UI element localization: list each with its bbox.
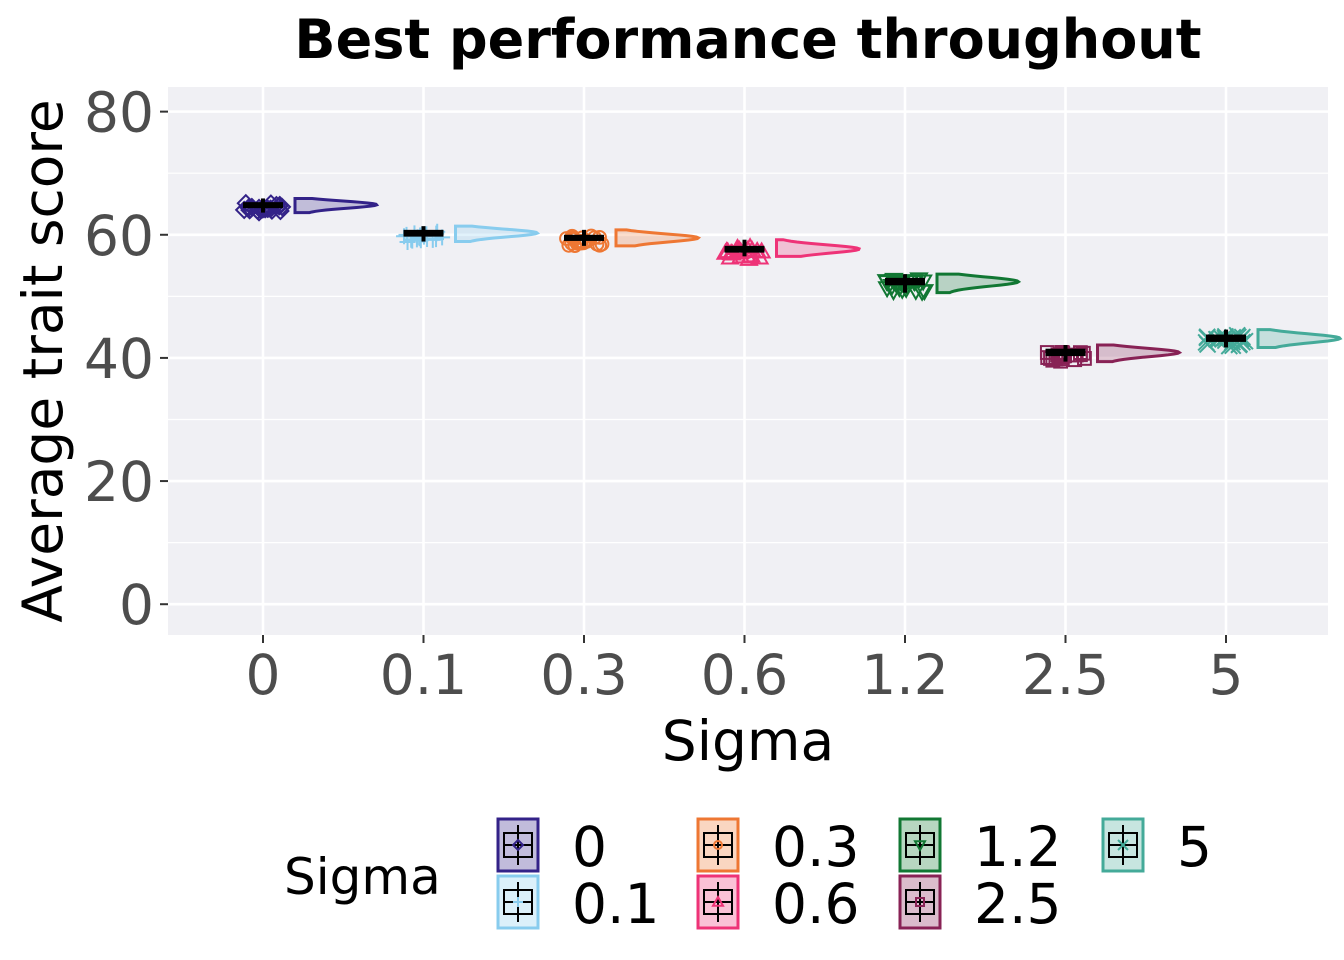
y-tick-label: 60 — [84, 204, 154, 268]
y-axis-title: Average trait score — [11, 99, 75, 622]
legend-shape-icon — [511, 838, 525, 852]
legend: Sigma 00.1 0.30.6 1.22.5 5 — [284, 815, 1212, 936]
x-tick-label: 0.3 — [540, 643, 627, 707]
y-tick-label: 20 — [84, 450, 154, 514]
violin-0 — [293, 196, 380, 215]
legend-label-0: 0 — [572, 815, 607, 879]
legend-shape-icon — [915, 897, 925, 907]
legend-item-2.5: 2.5 — [898, 872, 1061, 936]
legend-item-0.6: 0.6 — [696, 872, 859, 936]
violin-5 — [1256, 328, 1343, 349]
y-axis: 0 20 40 60 80 — [84, 81, 168, 637]
legend-title: Sigma — [284, 848, 441, 906]
x-tick-label: 0 — [246, 643, 281, 707]
legend-item-1.2: 1.2 — [898, 815, 1061, 879]
violin-0.3 — [614, 228, 702, 248]
violin-2.5 — [1096, 343, 1183, 364]
chart-marks — [234, 193, 1343, 369]
violin-0.6 — [775, 238, 862, 258]
legend-shape-icon — [513, 897, 523, 907]
x-axis: 0 0.1 0.3 0.6 1.2 2.5 5 — [246, 635, 1244, 707]
box-5 — [1206, 334, 1246, 342]
box-0 — [243, 202, 283, 209]
legend-label-0.1: 0.1 — [572, 872, 659, 936]
legend-shape-icon — [913, 840, 927, 853]
legend-label-0.6: 0.6 — [772, 872, 859, 936]
legend-item-5: 5 — [1101, 815, 1212, 879]
legend-item-0.1: 0.1 — [496, 872, 659, 936]
y-tick-label: 40 — [84, 327, 154, 391]
series-group-5 — [1197, 326, 1343, 355]
series-group-0.6 — [715, 237, 862, 266]
violin-0.1 — [454, 224, 541, 244]
chart-title: Best performance throughout — [294, 8, 1201, 71]
legend-label-0.3: 0.3 — [772, 815, 859, 879]
violin-1.2 — [935, 272, 1022, 295]
series-group-0.3 — [559, 228, 702, 254]
x-tick-label: 5 — [1209, 643, 1244, 707]
legend-item-0: 0 — [496, 815, 607, 879]
x-axis-title: Sigma — [662, 709, 834, 773]
x-tick-label: 0.1 — [380, 643, 467, 707]
box-0.3 — [564, 234, 604, 241]
series-group-1.2 — [876, 272, 1022, 302]
series-group-2.5 — [1039, 343, 1183, 369]
legend-shape-icon — [713, 840, 723, 850]
legend-shape-icon — [711, 894, 725, 907]
x-tick-label: 2.5 — [1022, 643, 1109, 707]
x-tick-label: 1.2 — [861, 643, 948, 707]
box-1.2 — [885, 277, 925, 286]
legend-shape-icon — [1117, 839, 1129, 851]
legend-label-1.2: 1.2 — [974, 815, 1061, 879]
box-0.6 — [724, 245, 765, 253]
series-group-0.1 — [396, 223, 541, 251]
y-tick-label: 80 — [84, 81, 154, 145]
grid-lines — [168, 87, 1328, 635]
series-group-0 — [234, 193, 380, 222]
data-point — [261, 194, 281, 213]
box-2.5 — [1045, 348, 1086, 357]
legend-label-5: 5 — [1177, 815, 1212, 879]
legend-label-2.5: 2.5 — [974, 872, 1061, 936]
y-tick-label: 0 — [119, 573, 154, 637]
x-tick-label: 0.6 — [701, 643, 788, 707]
box-0.1 — [403, 229, 444, 237]
legend-item-0.3: 0.3 — [696, 815, 859, 879]
plot-panel — [168, 87, 1328, 635]
